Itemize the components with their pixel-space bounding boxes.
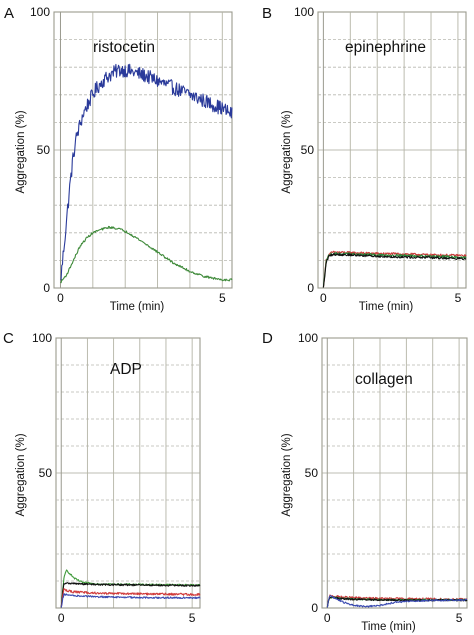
series-line-2 — [60, 225, 233, 284]
chart-title: collagen — [355, 371, 413, 388]
y-tick-label: 50 — [37, 143, 51, 157]
panel-letter-c: C — [3, 330, 14, 347]
series-line-1 — [60, 63, 233, 281]
series-line-3 — [60, 588, 201, 608]
series-line-4 — [326, 595, 468, 608]
y-axis-label: Aggregation (%) — [15, 433, 27, 516]
y-tick-label: 0 — [43, 281, 50, 295]
panel-c: C 50 100 0 5 Aggregation (%) ADP — [3, 330, 201, 625]
panel-b: B 0 50 100 0 5 Time (min) Aggregation (%) epinep… — [262, 5, 467, 313]
x-tick-label: 0 — [57, 291, 64, 305]
chart-title: ADP — [110, 361, 142, 378]
y-tick-label: 50 — [39, 466, 53, 480]
series-line-3 — [322, 252, 467, 288]
x-tick-label: 0 — [58, 611, 65, 625]
chart-title: epinephrine — [345, 39, 426, 56]
chart-title: ristocetin — [93, 39, 155, 56]
x-tick-label: 0 — [324, 611, 331, 625]
y-tick-label: 100 — [32, 331, 52, 345]
x-tick-label: 0 — [320, 291, 327, 305]
x-tick-label: 5 — [189, 611, 196, 625]
y-tick-label: 100 — [298, 331, 318, 345]
x-axis-label: Time (min) — [359, 301, 414, 313]
y-tick-label: 0 — [307, 281, 314, 295]
y-tick-label: 0 — [311, 601, 318, 615]
panel-letter-a: A — [4, 5, 14, 22]
y-axis-label: Aggregation (%) — [15, 110, 27, 193]
series-line-2 — [60, 582, 201, 608]
y-tick-label: 100 — [294, 5, 314, 19]
y-tick-label: 100 — [30, 5, 50, 19]
y-axis-label: Aggregation (%) — [281, 433, 293, 516]
y-axis-label: Aggregation (%) — [281, 110, 293, 193]
panel-a: A 0 50 100 0 5 Time (min) Aggregation (%) ristoc… — [4, 5, 233, 313]
panel-letter-d: D — [262, 330, 273, 347]
x-axis-label: Time (min) — [110, 301, 165, 313]
x-axis-label: Time (min) — [361, 621, 416, 633]
y-tick-label: 50 — [305, 466, 319, 480]
panel-letter-b: B — [262, 5, 272, 22]
series-line-4 — [60, 593, 201, 608]
y-tick-label: 50 — [301, 143, 315, 157]
x-tick-label: 5 — [455, 291, 462, 305]
x-tick-label: 5 — [219, 291, 226, 305]
x-tick-label: 5 — [456, 611, 463, 625]
panel-d: D 0 50 100 0 5 Time (min) Aggregation (%) collag… — [262, 330, 468, 633]
